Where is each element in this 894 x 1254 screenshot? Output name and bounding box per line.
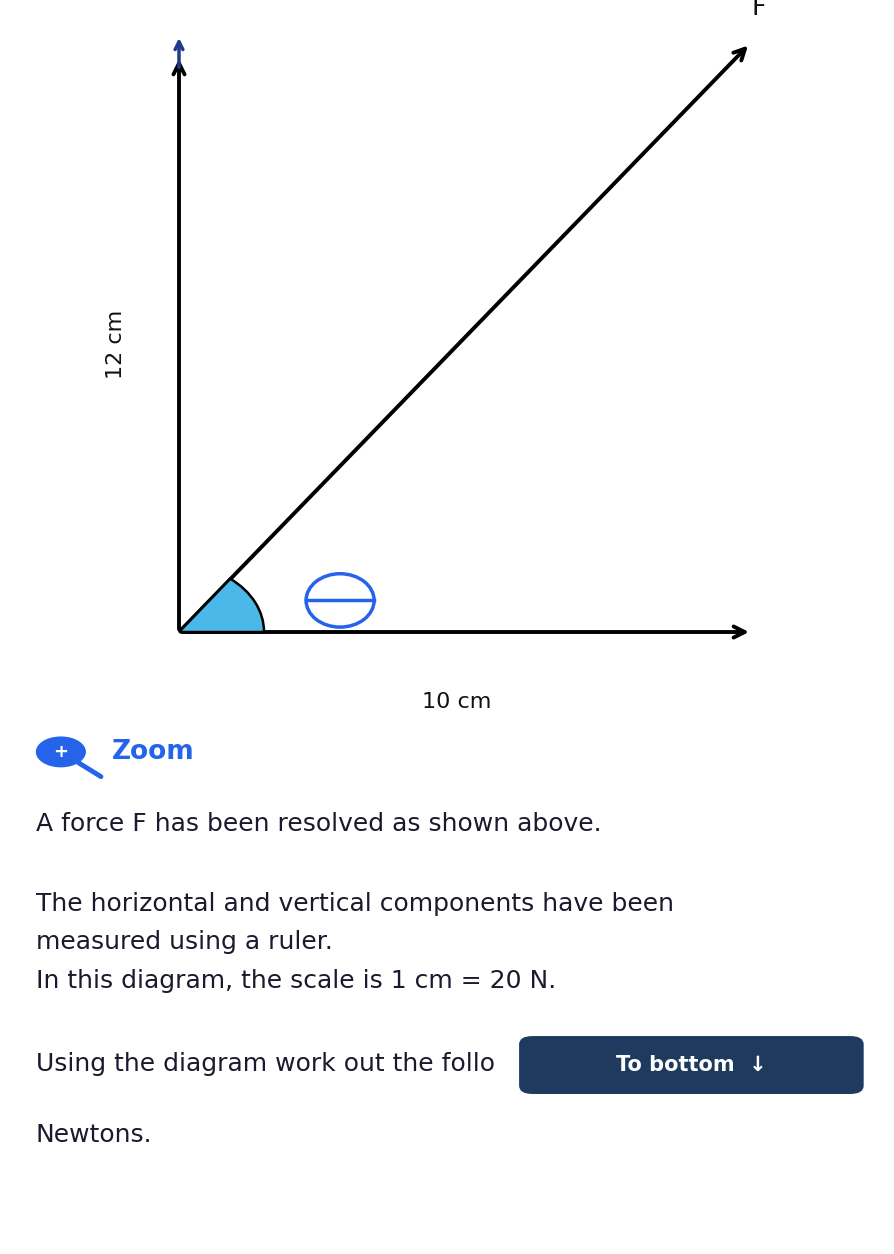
Text: Zoom: Zoom <box>112 739 194 765</box>
Text: Newtons.: Newtons. <box>36 1124 152 1147</box>
Text: The horizontal and vertical components have been: The horizontal and vertical components h… <box>36 892 673 915</box>
Text: A force F has been resolved as shown above.: A force F has been resolved as shown abo… <box>36 811 601 835</box>
Text: 10 cm: 10 cm <box>421 692 491 712</box>
Text: measured using a ruler.: measured using a ruler. <box>36 930 333 954</box>
Text: +: + <box>54 742 68 761</box>
Wedge shape <box>179 579 264 632</box>
FancyBboxPatch shape <box>519 1036 863 1093</box>
Text: 12 cm: 12 cm <box>106 310 126 379</box>
Text: Using the diagram work out the follo: Using the diagram work out the follo <box>36 1052 494 1076</box>
Circle shape <box>36 736 86 767</box>
Text: To bottom  ↓: To bottom ↓ <box>615 1055 766 1075</box>
Text: In this diagram, the scale is 1 cm = 20 N.: In this diagram, the scale is 1 cm = 20 … <box>36 969 555 993</box>
Text: F: F <box>751 0 765 20</box>
